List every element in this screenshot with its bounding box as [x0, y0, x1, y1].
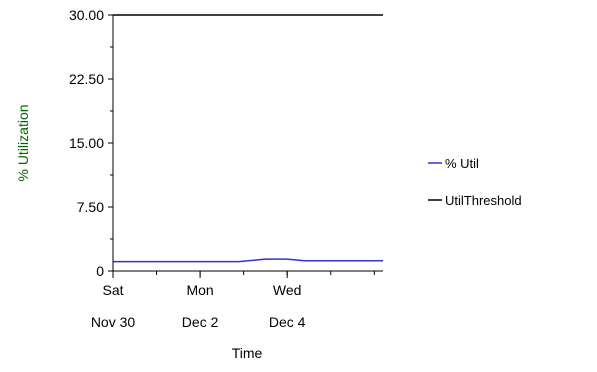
x-ticks: Sat Nov 30 Mon Dec 2 Wed Dec 4 — [91, 271, 375, 330]
axes — [112, 15, 383, 272]
series-line-util — [113, 258, 383, 263]
x-tick-label-date: Nov 30 — [91, 314, 136, 330]
y-tick-label: 15.00 — [69, 135, 104, 151]
y-tick-label: 7.50 — [77, 199, 104, 215]
series-lines — [113, 14, 383, 263]
y-axis-title: % Utilization — [15, 104, 31, 181]
x-tick-label-day: Mon — [186, 282, 213, 298]
x-tick-label-date: Dec 2 — [182, 314, 219, 330]
legend: % Util UtilThreshold — [428, 156, 522, 208]
y-tick-label: 22.50 — [69, 71, 104, 87]
legend-label-util: % Util — [445, 156, 479, 171]
legend-item-util: % Util — [428, 156, 479, 171]
x-tick-label-date: Dec 4 — [269, 314, 306, 330]
x-axis-title: Time — [232, 345, 263, 361]
y-tick-label: 30.00 — [69, 7, 104, 23]
y-ticks: 0 7.50 15.00 22.50 30.00 — [69, 7, 113, 279]
y-tick-label: 0 — [96, 263, 104, 279]
legend-item-threshold: UtilThreshold — [428, 193, 522, 208]
x-tick-label-day: Sat — [102, 282, 123, 298]
x-tick-label-day: Wed — [273, 282, 302, 298]
legend-label-threshold: UtilThreshold — [445, 193, 522, 208]
